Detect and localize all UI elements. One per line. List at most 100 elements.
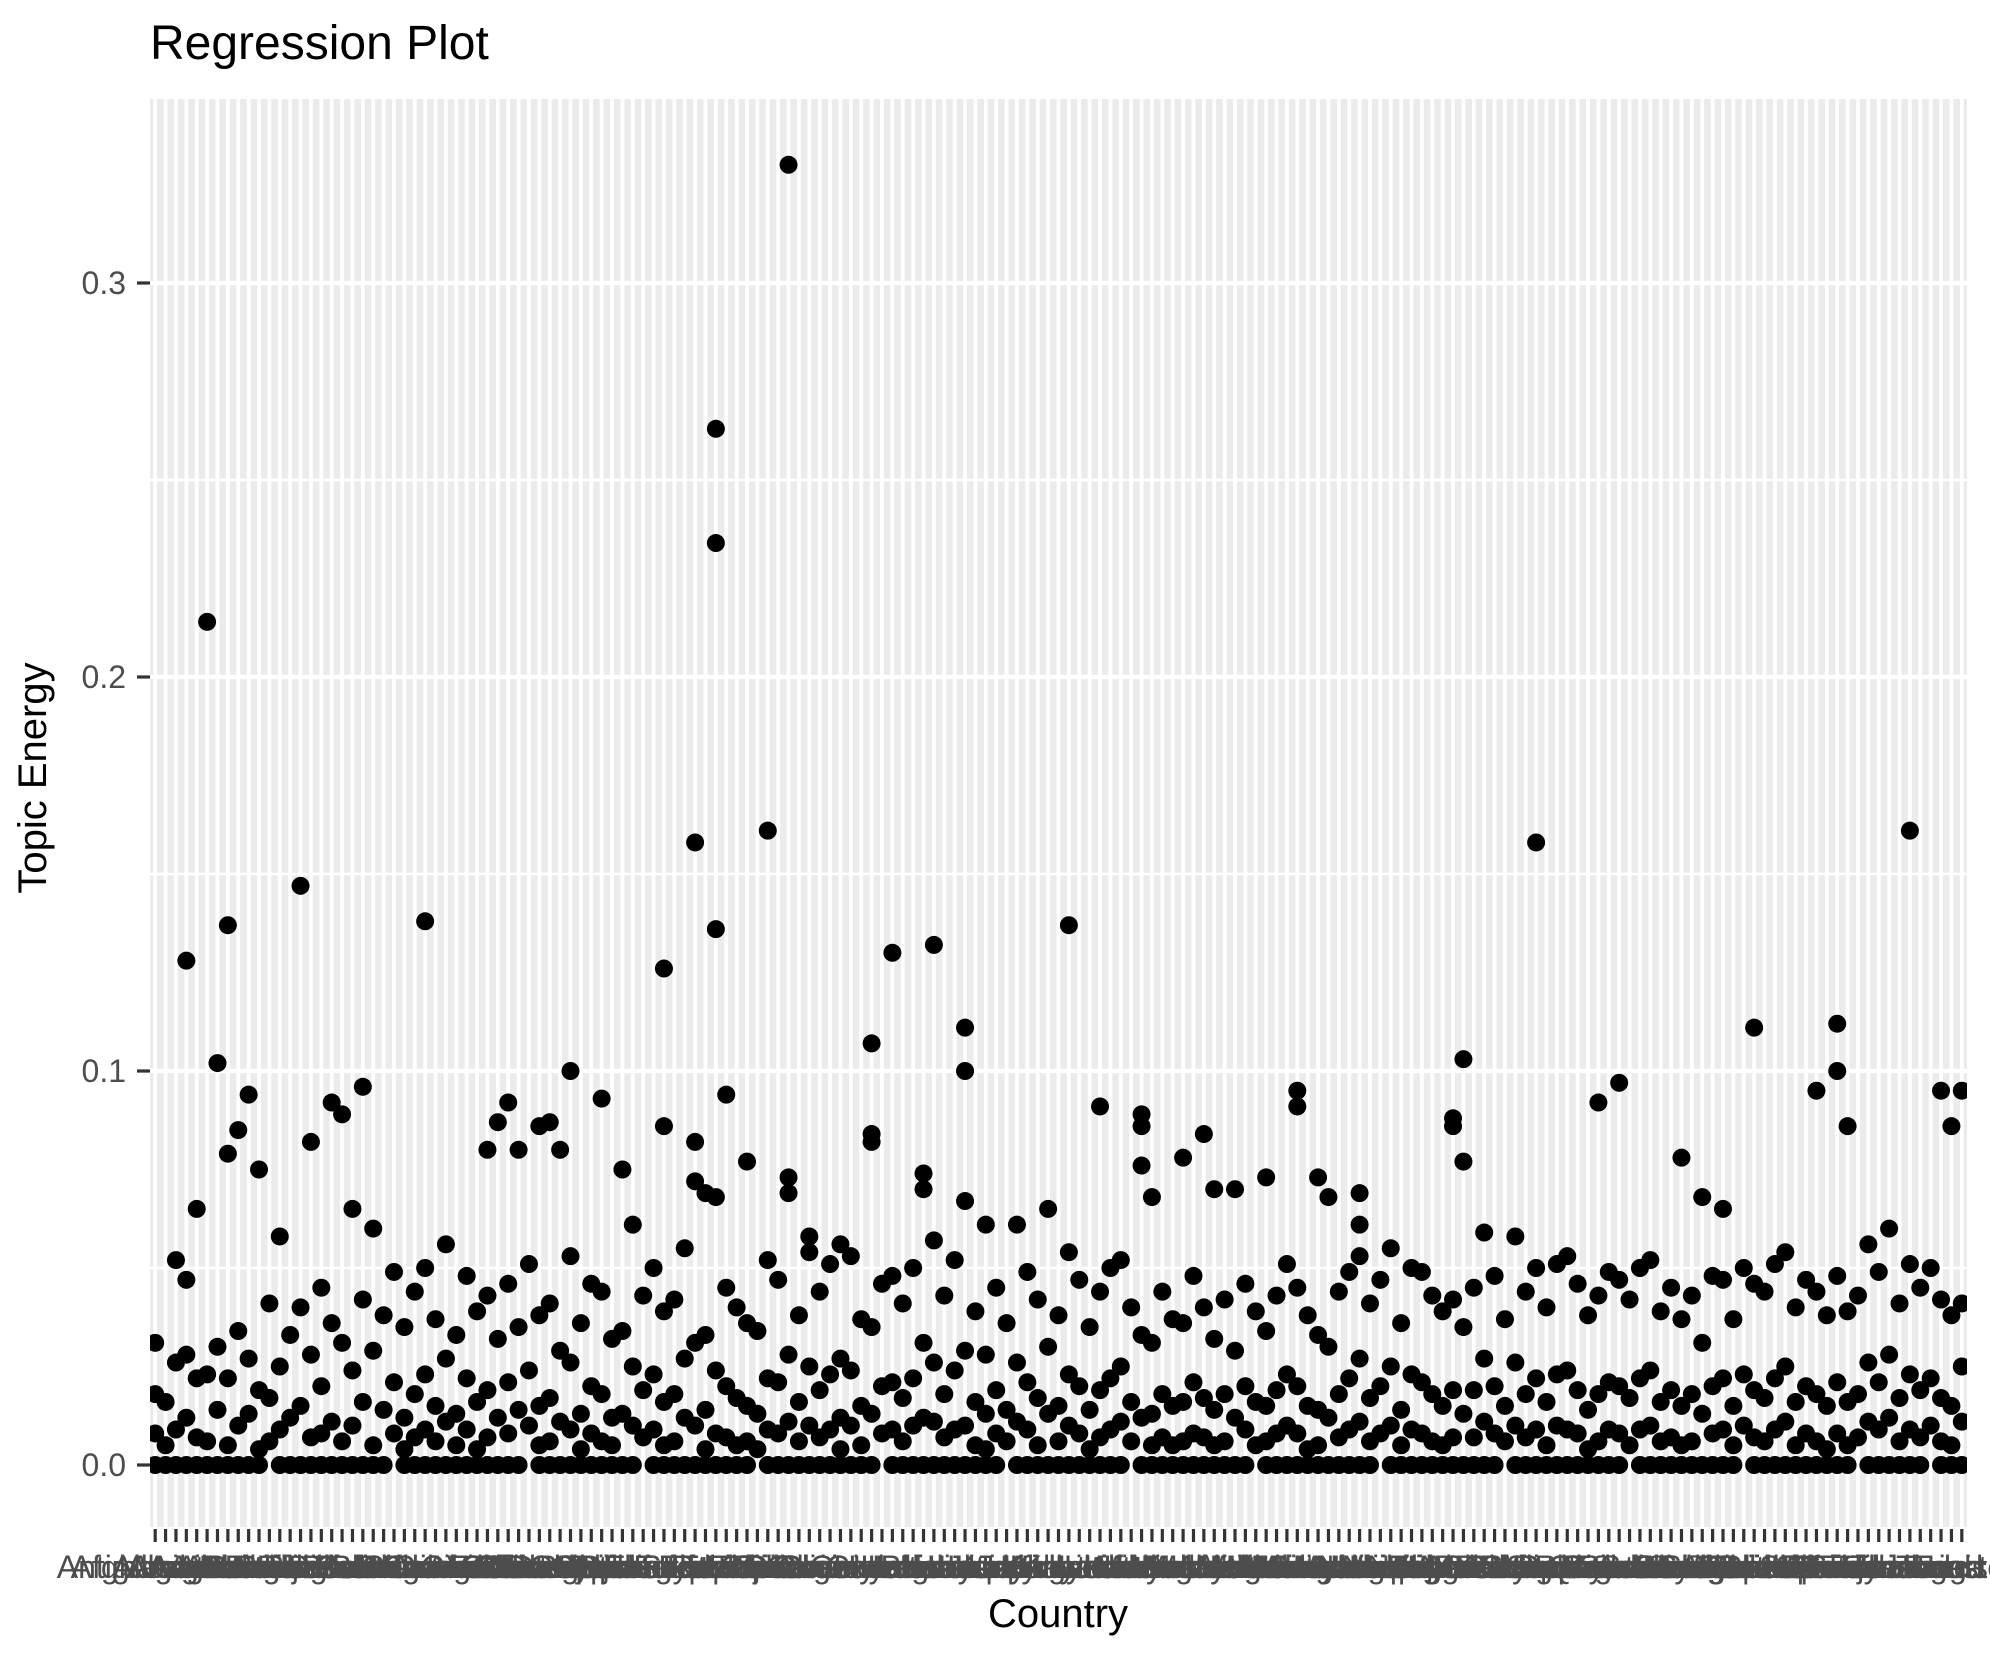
data-point [686, 1172, 705, 1191]
data-point [239, 1349, 258, 1368]
data-point [1236, 1420, 1255, 1439]
data-point [198, 1432, 217, 1451]
x-tick-label: Cameroon [392, 1549, 541, 1585]
x-tick-label: India [899, 1549, 969, 1585]
data-point [353, 1077, 372, 1096]
data-point [924, 1412, 943, 1431]
x-tick-label: Cambodia [383, 1549, 529, 1585]
data-point [291, 876, 310, 895]
data-point [987, 1278, 1006, 1297]
data-point [384, 1373, 403, 1392]
data-point [665, 1290, 684, 1309]
data-point [1932, 1081, 1951, 1100]
x-tick-label: Chad [460, 1549, 537, 1585]
data-point [1215, 1432, 1234, 1451]
data-point [883, 1373, 902, 1392]
x-tick-label: Nicaragua [1349, 1549, 1495, 1585]
x-tick-label: Equatorial Guinea [567, 1549, 823, 1585]
x-tick-label: Austria [199, 1549, 299, 1585]
x-tick-label: Angola [147, 1549, 247, 1585]
x-tick-label: Hungary [853, 1549, 974, 1585]
data-point [416, 912, 435, 931]
data-point [987, 1456, 1006, 1474]
data-point [1412, 1373, 1431, 1392]
data-point [1786, 1436, 1805, 1455]
x-tick-label: Guatemala [773, 1549, 930, 1585]
data-point [312, 1377, 331, 1396]
data-point [1184, 1373, 1203, 1392]
data-point [1028, 1389, 1047, 1408]
x-tick-label: Namibia [1311, 1549, 1429, 1585]
data-point [1568, 1424, 1587, 1443]
data-point [1485, 1266, 1504, 1285]
data-point [841, 1247, 860, 1266]
data-point [654, 1117, 673, 1136]
x-tick-label: Kyrgyzstan [1000, 1549, 1158, 1585]
data-point [312, 1424, 331, 1443]
data-point [218, 1369, 237, 1388]
data-point [1952, 1081, 1967, 1100]
data-point [1776, 1357, 1795, 1376]
x-tick-label: Gambia [733, 1549, 845, 1585]
data-point [1444, 1428, 1463, 1447]
x-tick-label: Syria [1842, 1549, 1915, 1585]
x-tick-label: Saint Kitts and Nevis [1482, 1549, 1777, 1585]
data-point [1142, 1404, 1161, 1423]
data-point [260, 1432, 279, 1451]
data-point [924, 1353, 943, 1372]
data-point [1277, 1255, 1296, 1274]
data-point [457, 1266, 476, 1285]
x-tick-label: Montenegro [1243, 1549, 1414, 1585]
data-point [1340, 1369, 1359, 1388]
x-tick-label: Lesotho [1064, 1549, 1178, 1585]
data-point [1360, 1389, 1379, 1408]
x-tick-label: Kenya [1003, 1549, 1094, 1585]
data-point [551, 1140, 570, 1159]
data-point [509, 1318, 528, 1337]
data-point [976, 1404, 995, 1423]
x-tick-label: Sierra Leone [1631, 1549, 1814, 1585]
data-point [1392, 1400, 1411, 1419]
data-point [1952, 1357, 1967, 1376]
data-point [1485, 1456, 1504, 1474]
data-point [1412, 1262, 1431, 1281]
data-point [509, 1400, 528, 1419]
data-point [301, 1345, 320, 1364]
data-point [571, 1404, 590, 1423]
y-tick-label: 0.3 [82, 265, 126, 301]
x-tick-label: Argentina [149, 1549, 286, 1585]
x-tick-label: Palau [1464, 1549, 1546, 1585]
data-point [1153, 1385, 1172, 1404]
x-tick-label: Grenada [778, 1549, 903, 1585]
data-point [686, 1132, 705, 1151]
data-point [229, 1416, 248, 1435]
x-tick-label: Mozambique [1258, 1549, 1441, 1585]
x-tick-label: Bahamas [202, 1549, 337, 1585]
data-point [447, 1325, 466, 1344]
data-point [1174, 1148, 1193, 1167]
x-tick-label: Paraguay [1468, 1549, 1605, 1585]
data-point [1101, 1369, 1120, 1388]
data-point [1838, 1117, 1857, 1136]
data-point [696, 1440, 715, 1459]
data-point [395, 1408, 414, 1427]
data-point [779, 1168, 798, 1187]
x-tick-label: Brunei [358, 1549, 451, 1585]
data-point [218, 916, 237, 935]
data-point [1693, 1333, 1712, 1352]
x-tick-label: Norway [1420, 1549, 1528, 1585]
data-point [862, 1132, 881, 1151]
data-point [1205, 1400, 1224, 1419]
data-point [1111, 1251, 1130, 1270]
x-tick-label: Ecuador [604, 1549, 724, 1585]
data-point [561, 1420, 580, 1439]
data-point [800, 1357, 819, 1376]
data-point [1360, 1456, 1379, 1474]
data-point [353, 1290, 372, 1309]
x-tick-label: Estonia [662, 1549, 769, 1585]
data-point [1288, 1424, 1307, 1443]
data-point [686, 833, 705, 852]
x-tick-label: San Marino [1579, 1549, 1743, 1585]
data-point [551, 1341, 570, 1360]
